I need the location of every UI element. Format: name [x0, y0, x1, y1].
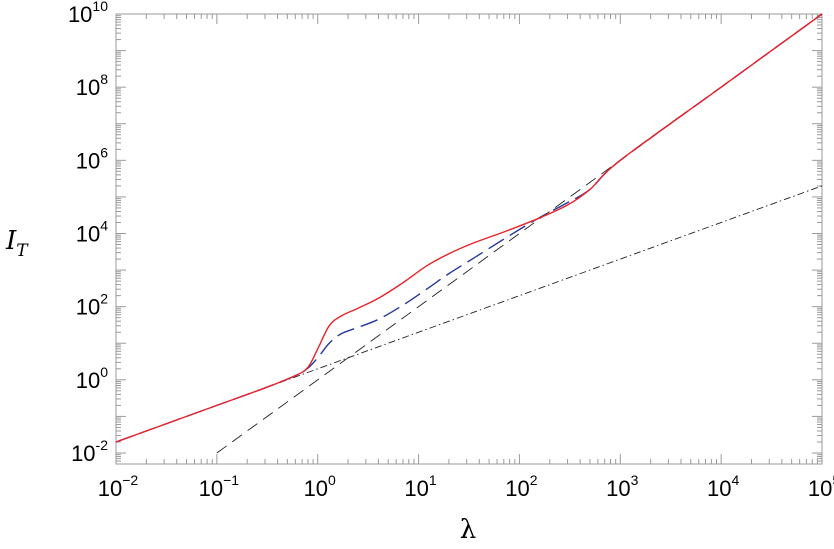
- series-line-dash-dot: [115, 185, 823, 443]
- x-tick-label: 101: [404, 472, 436, 501]
- y-tick-label: 1010: [68, 0, 108, 27]
- x-tick-label: 102: [505, 472, 537, 501]
- y-axis-label: IT: [5, 226, 29, 261]
- series-layer: [115, 13, 823, 454]
- ticks: [115, 14, 823, 465]
- y-tick-labels: 10-2 100 102 104 106 108 1010: [68, 0, 108, 466]
- plot-frame: [115, 13, 823, 465]
- x-tick-label: 105: [808, 472, 834, 501]
- x-tick-label: 100: [304, 472, 336, 501]
- x-axis-label: λ: [460, 515, 476, 545]
- x-tick-label: 10−1: [199, 472, 240, 501]
- series-line-long-dash: [115, 13, 823, 443]
- y-tick-label: 108: [76, 71, 108, 100]
- y-tick-label: 10-2: [71, 437, 108, 466]
- x-tick-label: 104: [707, 472, 739, 501]
- x-tick-label: 103: [606, 472, 638, 501]
- series-line-dash: [216, 13, 823, 454]
- y-axis-label-main: I: [5, 226, 17, 256]
- y-axis-label-subscript: T: [16, 241, 29, 261]
- y-tick-label: 106: [76, 144, 108, 173]
- y-tick-label: 100: [76, 364, 108, 393]
- y-tick-label: 102: [76, 291, 108, 320]
- x-tick-label: 10−2: [98, 472, 139, 501]
- y-tick-label: 104: [76, 217, 108, 246]
- x-tick-labels: 10−2 10−1 100 101 102 103 104 105: [98, 472, 834, 501]
- series-line-solid: [115, 13, 823, 443]
